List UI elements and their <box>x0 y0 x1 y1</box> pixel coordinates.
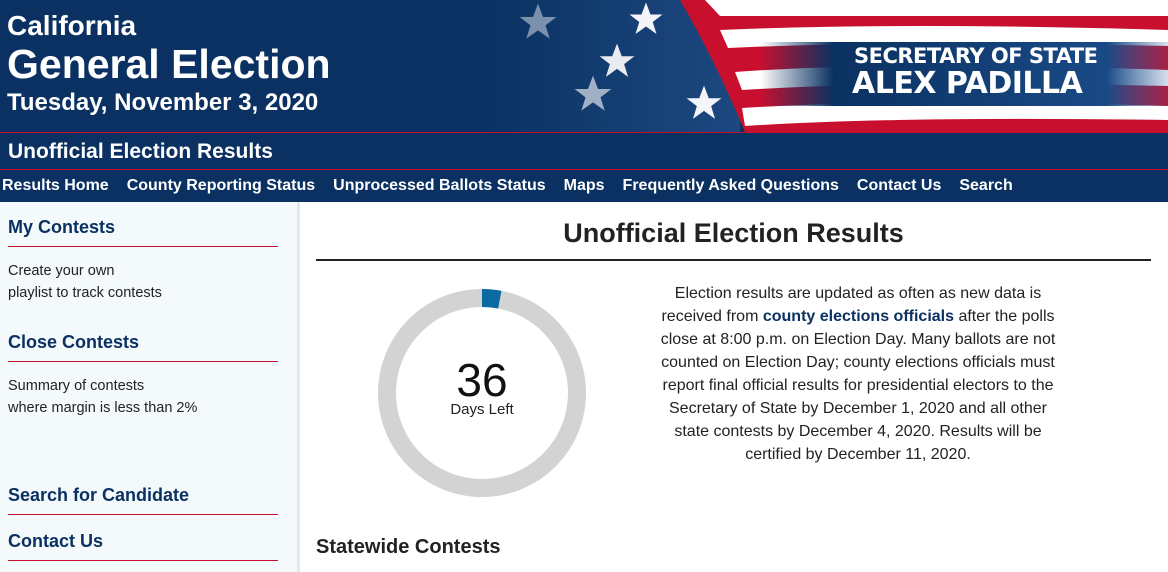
secretary-of-state-logo: SECRETARY OF STATE ALEX PADILLA <box>760 42 1168 106</box>
sidebar-close-contests-desc-line1: Summary of contests <box>8 378 145 394</box>
sidebar-close-contests-desc-line2: where margin is less than 2% <box>8 400 198 416</box>
nav-search[interactable]: Search <box>959 177 1013 194</box>
sos-title: SECRETARY OF STATE <box>854 44 1098 68</box>
countdown-ring-progress <box>378 289 586 497</box>
star-icon <box>599 43 635 77</box>
sos-name: ALEX PADILLA <box>852 66 1083 101</box>
main-nav: Results Home County Reporting Status Unp… <box>0 170 1168 202</box>
banner-state: California <box>7 10 137 41</box>
results-info-text: Election results are updated as often as… <box>658 282 1058 466</box>
sidebar-close-contests-desc: Summary of contests where margin is less… <box>8 375 278 419</box>
countdown-ring <box>378 289 586 497</box>
nav-unprocessed-ballots-status[interactable]: Unprocessed Ballots Status <box>333 177 546 194</box>
info-text-before: Election results are updated as often as… <box>661 285 1042 325</box>
sidebar-close-contests[interactable]: Close Contests <box>8 332 278 362</box>
statewide-contests-heading: Statewide Contests <box>316 536 501 558</box>
header-banner: California General Election Tuesday, Nov… <box>0 0 1168 132</box>
info-text-after: after the polls close at 8:00 p.m. on El… <box>660 308 1056 463</box>
page-title: Unofficial Election Results <box>316 218 1151 261</box>
nav-faq[interactable]: Frequently Asked Questions <box>622 177 839 194</box>
nav-results-home[interactable]: Results Home <box>2 177 109 194</box>
star-icon <box>574 75 612 111</box>
star-icon <box>519 3 557 39</box>
sidebar-search-candidate[interactable]: Search for Candidate <box>8 485 278 515</box>
nav-maps[interactable]: Maps <box>563 177 605 194</box>
sidebar-my-contests-desc: Create your own playlist to track contes… <box>8 260 278 304</box>
sidebar: My Contests Create your own playlist to … <box>0 202 300 572</box>
banner-title: General Election <box>7 41 331 87</box>
banner-date: Tuesday, November 3, 2020 <box>7 89 319 116</box>
star-icon <box>629 2 663 34</box>
nav-county-reporting-status[interactable]: County Reporting Status <box>126 177 316 194</box>
sidebar-my-contests[interactable]: My Contests <box>8 217 278 247</box>
sidebar-my-contests-desc-line2: playlist to track contests <box>8 285 162 301</box>
days-left-label: Days Left <box>450 401 514 418</box>
star-icon <box>686 85 722 119</box>
flag-graphic <box>480 0 1168 132</box>
county-elections-officials-link[interactable]: county elections officials <box>762 308 954 325</box>
subtitle-bar: Unofficial Election Results <box>0 132 1168 170</box>
days-left-number: 36 <box>456 354 508 406</box>
sidebar-contact-us[interactable]: Contact Us <box>8 531 278 561</box>
sidebar-my-contests-desc-line1: Create your own <box>8 263 115 279</box>
banner-heading: California General Election Tuesday, Nov… <box>7 9 331 121</box>
subtitle-text: Unofficial Election Results <box>8 140 273 163</box>
nav-contact-us[interactable]: Contact Us <box>856 177 942 194</box>
